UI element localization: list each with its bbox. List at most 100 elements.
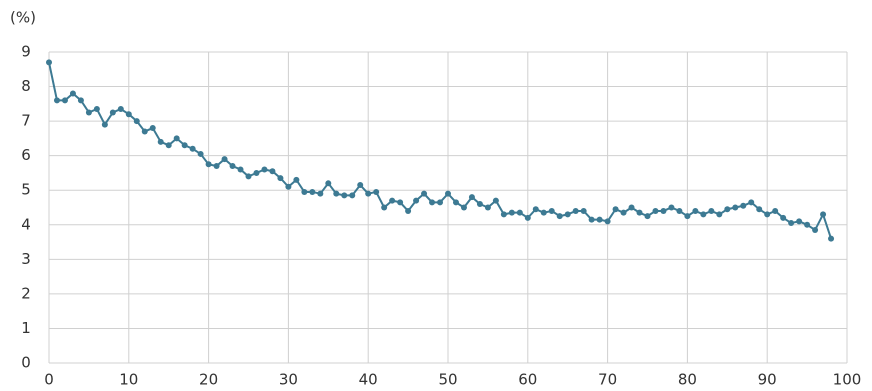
- marker: [572, 207, 579, 214]
- marker: [644, 213, 651, 220]
- marker: [61, 97, 68, 104]
- marker: [165, 142, 172, 149]
- marker: [229, 163, 236, 170]
- x-tick-label: 60: [518, 371, 537, 389]
- marker: [772, 207, 779, 214]
- marker: [309, 188, 316, 195]
- marker: [804, 221, 811, 228]
- marker: [580, 207, 587, 214]
- marker: [389, 197, 396, 204]
- marker: [181, 142, 188, 149]
- marker: [708, 207, 715, 214]
- marker: [69, 90, 76, 97]
- y-tick-label: 1: [21, 319, 31, 337]
- marker: [780, 214, 787, 221]
- marker: [716, 211, 723, 218]
- marker: [748, 199, 755, 206]
- marker: [173, 135, 180, 142]
- marker: [588, 216, 595, 223]
- marker: [317, 190, 324, 197]
- marker: [524, 214, 531, 221]
- marker: [157, 138, 164, 145]
- y-unit-label: (%): [10, 9, 36, 27]
- y-tick-label: 9: [21, 43, 31, 61]
- x-tick-label: 70: [598, 371, 617, 389]
- marker: [397, 199, 404, 206]
- marker: [684, 213, 691, 220]
- marker: [349, 192, 356, 199]
- marker: [325, 180, 332, 187]
- marker: [532, 206, 539, 213]
- marker: [77, 97, 84, 104]
- marker: [732, 204, 739, 211]
- marker: [125, 111, 132, 118]
- marker: [293, 176, 300, 183]
- marker: [301, 188, 308, 195]
- marker: [141, 128, 148, 135]
- marker: [540, 209, 547, 216]
- marker: [357, 182, 364, 189]
- marker: [213, 163, 220, 170]
- marker: [788, 220, 795, 227]
- marker: [604, 218, 611, 225]
- marker: [429, 199, 436, 206]
- x-tick-label: 40: [359, 371, 378, 389]
- marker: [812, 226, 819, 233]
- y-tick-label: 7: [21, 112, 31, 130]
- marker: [452, 199, 459, 206]
- marker: [636, 209, 643, 216]
- marker: [53, 97, 60, 104]
- marker: [445, 190, 451, 197]
- x-tick-label: 80: [678, 371, 697, 389]
- marker: [285, 183, 292, 190]
- x-tick-label: 30: [279, 371, 298, 389]
- marker: [189, 145, 196, 152]
- marker: [740, 202, 747, 209]
- marker: [101, 121, 108, 128]
- marker: [46, 59, 52, 66]
- marker: [261, 166, 268, 173]
- marker: [764, 211, 771, 218]
- y-tick-label: 4: [21, 215, 31, 233]
- marker: [460, 204, 467, 211]
- marker: [564, 211, 571, 218]
- marker: [668, 204, 675, 211]
- marker: [796, 218, 803, 225]
- marker: [476, 201, 483, 208]
- marker: [556, 213, 563, 220]
- marker: [700, 211, 707, 218]
- x-tick-label: 100: [833, 371, 862, 389]
- marker: [596, 216, 603, 223]
- marker: [381, 204, 388, 211]
- marker: [253, 169, 260, 176]
- marker: [133, 118, 140, 125]
- marker: [756, 206, 763, 213]
- y-tick-label: 3: [21, 250, 31, 268]
- marker: [660, 207, 667, 214]
- marker: [149, 125, 156, 132]
- marker: [205, 161, 212, 168]
- marker: [492, 197, 499, 204]
- x-tick-label: 50: [438, 371, 457, 389]
- marker: [508, 209, 515, 216]
- marker: [437, 199, 444, 206]
- marker: [221, 156, 228, 163]
- marker: [500, 211, 507, 218]
- y-tick-label: 5: [21, 181, 31, 199]
- x-tick-label: 90: [758, 371, 777, 389]
- y-tick-label: 6: [21, 146, 31, 164]
- marker: [484, 204, 491, 211]
- y-tick-label: 8: [21, 77, 31, 95]
- marker: [277, 175, 284, 182]
- marker: [93, 106, 100, 113]
- x-tick-label: 10: [119, 371, 138, 389]
- marker: [365, 190, 372, 197]
- y-tick-label: 2: [21, 284, 31, 302]
- marker: [237, 166, 244, 173]
- marker: [413, 197, 420, 204]
- marker: [620, 209, 627, 216]
- marker: [820, 211, 827, 218]
- marker: [117, 106, 124, 113]
- marker: [516, 209, 523, 216]
